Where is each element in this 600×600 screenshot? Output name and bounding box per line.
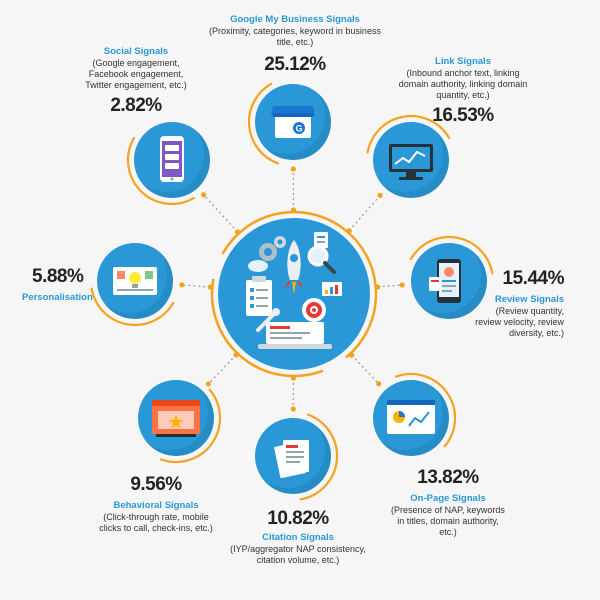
link-node-dot (377, 192, 383, 199)
review-connector-line (377, 284, 403, 288)
social-connector-line (203, 194, 238, 233)
review-node-dot (399, 282, 405, 288)
link-center-dot (346, 228, 352, 234)
label-link: Link Signals (Inbound anchor text, linki… (393, 56, 533, 127)
behavioral-center-dot (233, 352, 239, 358)
link-ring-arc (366, 114, 451, 154)
seo-tools-illustration-icon (246, 232, 342, 349)
label-gmb: Google My Business Signals (Proximity, c… (205, 14, 385, 76)
social-description: (Google engagement, Facebook engagement,… (85, 58, 187, 90)
onpage-description: (Presence of NAP, keywords in titles, do… (391, 505, 505, 537)
gmb-ring-arc (247, 82, 280, 165)
behavioral-connector-line (207, 354, 237, 385)
social-ring-arc (126, 136, 196, 206)
personal-node (97, 243, 173, 319)
citation-node (255, 418, 331, 494)
citation-percentage: 10.82% (267, 508, 329, 529)
link-node (373, 122, 449, 198)
citation-title: Citation Signals (262, 532, 334, 543)
link-description: (Inbound anchor text, linking domain aut… (398, 68, 528, 100)
behavioral-node-dot (205, 381, 212, 387)
phone-profile-review-icon (429, 259, 461, 303)
social-node (134, 122, 210, 198)
center-circle (218, 218, 370, 370)
social-node-dot (201, 192, 207, 198)
personal-ring-arc (90, 287, 175, 327)
social-percentage: 2.82% (110, 95, 162, 116)
personal-percentage: 5.88% (32, 266, 84, 287)
gmb-percentage: 25.12% (264, 54, 326, 75)
social-title: Social Signals (103, 46, 169, 57)
review-center-dot (375, 284, 381, 290)
citation-description: (IYP/aggregator NAP consistency, citatio… (230, 544, 366, 565)
social-center-dot (234, 229, 241, 235)
svg-text:G: G (295, 124, 302, 134)
citation-documents-icon (274, 440, 309, 479)
web-page-analytics-icon (387, 400, 435, 434)
personal-connector-line (181, 284, 211, 288)
behavioral-ring-arc (159, 388, 222, 464)
onpage-title: On-Page Signals (410, 493, 486, 504)
behavioral-title: Behavioral Signals (113, 500, 199, 511)
review-percentage: 15.44% (502, 268, 565, 289)
label-behavioral: 9.56% Behavioral Signals (Click-through … (96, 474, 216, 534)
gmb-node: G (255, 84, 331, 160)
review-node (411, 243, 487, 319)
onpage-connector-line (351, 354, 380, 385)
review-description: (Review quantity, review velocity, revie… (475, 306, 564, 338)
citation-ring-arc (299, 413, 339, 501)
review-ring-arc (409, 235, 494, 275)
personal-center-dot (207, 284, 213, 290)
gmb-center-dot (290, 207, 297, 213)
google-my-business-storefront-icon: G (271, 106, 315, 138)
label-onpage: 13.82% On-Page Signals (Presence of NAP,… (388, 467, 508, 538)
smartphone-social-icon (160, 136, 184, 182)
label-personal: 5.88% Personalisation (22, 266, 122, 304)
gmb-title: Google My Business Signals (230, 14, 360, 25)
personalisation-idea-icon (113, 267, 157, 295)
behavioral-description: (Click-through rate, mobile clicks to ca… (99, 512, 213, 533)
review-title: Review Signals (494, 294, 564, 305)
behavioral-node (138, 380, 214, 456)
label-social: Social Signals (Google engagement, Faceb… (76, 46, 196, 117)
citation-center-dot (290, 375, 297, 381)
onpage-ring-arc (394, 372, 457, 448)
center-ring-arc (210, 278, 324, 378)
label-review: 15.44% Review Signals (Review quantity, … (470, 268, 564, 339)
gmb-description: (Proximity, categories, keyword in busin… (209, 26, 381, 47)
onpage-percentage: 13.82% (417, 467, 479, 488)
onpage-center-dot (349, 352, 355, 358)
behavioral-percentage: 9.56% (130, 474, 182, 495)
citation-node-dot (290, 406, 296, 412)
link-percentage: 16.53% (432, 105, 494, 126)
personal-title: Personalisation (22, 292, 93, 303)
monitor-chart-icon (389, 144, 433, 180)
personal-node-dot (179, 282, 185, 288)
browser-click-icon (152, 400, 200, 437)
onpage-node-dot (376, 381, 382, 387)
gmb-node-dot (290, 166, 296, 172)
onpage-node (373, 380, 449, 456)
link-title: Link Signals (435, 56, 491, 67)
label-citation: 10.82% Citation Signals (IYP/aggregator … (228, 508, 368, 566)
